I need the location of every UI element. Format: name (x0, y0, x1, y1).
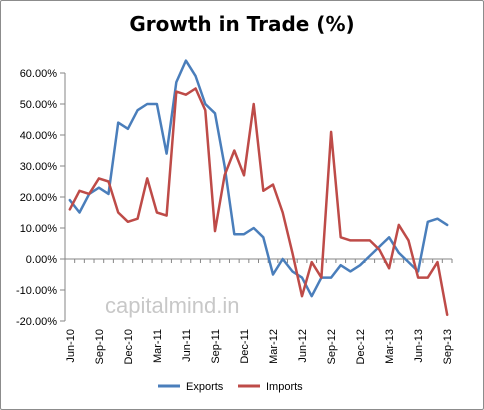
x-tick-label: Jun-10 (65, 329, 77, 363)
y-tick-label: 50.00% (20, 99, 58, 111)
legend-label-exports: Exports (186, 381, 224, 393)
y-tick-label: 30.00% (20, 161, 58, 173)
y-tick-label: -20.00% (16, 316, 57, 328)
y-tick-label: 20.00% (20, 192, 58, 204)
x-tick-label: Sep-13 (442, 329, 454, 364)
y-tick-label: -10.00% (16, 285, 57, 297)
x-tick-label: Dec-10 (123, 329, 135, 364)
series-lines (68, 59, 449, 317)
x-axis-ticks: Jun-10 Sep-10 Dec-10 Mar-11 Jun-11 Sep-11 Dec-… (64, 259, 454, 364)
x-tick-label: Jun-11 (181, 329, 193, 362)
y-axis-ticks: 60.00% 50.00% 40.00% 30.00% 20.00% 10.00% 0.00… (16, 68, 65, 328)
x-tick-label: Dec-12 (355, 329, 367, 364)
chart-title: Growth in Trade (%) (129, 12, 355, 36)
x-tick-label: Mar-11 (152, 329, 164, 363)
x-tick-label: Dec-11 (239, 329, 251, 364)
x-tick-label: Mar-12 (268, 329, 280, 364)
y-tick-label: 0.00% (26, 254, 57, 266)
x-tick-label: Sep-10 (94, 329, 106, 364)
series-line-exports (68, 59, 449, 298)
x-tick-label: Jun-12 (297, 329, 309, 363)
y-tick-label: 40.00% (20, 130, 58, 142)
x-tick-label: Jun-13 (413, 329, 425, 363)
watermark-text: capitalmind.in (105, 293, 240, 318)
legend: Exports Imports (158, 381, 303, 393)
series-line-imports (68, 87, 449, 317)
x-tick-label: Sep-12 (326, 329, 338, 364)
x-tick-label: Sep-11 (210, 329, 222, 364)
x-tick-label: Mar-13 (384, 329, 396, 364)
y-tick-label: 60.00% (20, 68, 58, 80)
y-tick-label: 10.00% (20, 223, 58, 235)
legend-label-imports: Imports (266, 381, 303, 393)
